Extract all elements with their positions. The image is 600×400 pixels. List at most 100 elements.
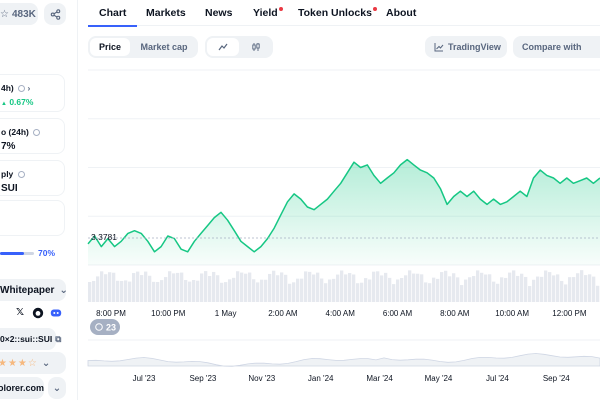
tab-chart[interactable]: Chart: [99, 7, 126, 19]
volume-bar: [244, 273, 248, 302]
volume-bar: [488, 274, 492, 302]
stat3-label: ply: [1, 169, 14, 179]
volume-bars: [88, 270, 600, 302]
watchlist-button[interactable]: ☆ 483K: [0, 3, 38, 25]
stat-card-supply: ply SUI: [0, 160, 65, 196]
volume-bar: [476, 270, 480, 302]
volume-bar: [312, 274, 316, 302]
tab-token-unlocks[interactable]: Token Unlocks: [298, 7, 377, 19]
tab-about[interactable]: About: [386, 7, 416, 19]
line-chart-option[interactable]: [207, 38, 239, 56]
volume-bar: [508, 272, 512, 302]
volume-bar: [432, 277, 436, 302]
x-tick-label: 4:00 AM: [326, 309, 356, 318]
volume-bar: [208, 275, 212, 302]
volume-bar: [116, 280, 120, 302]
volume-bar: [484, 274, 488, 302]
volume-bar: [520, 273, 524, 302]
volume-bar: [308, 271, 312, 302]
discord-icon[interactable]: [50, 307, 62, 319]
volume-bar: [456, 277, 460, 302]
tab-yield-label: Yield: [253, 7, 278, 19]
volume-bar: [552, 275, 556, 302]
info-icon[interactable]: [33, 129, 41, 137]
volume-bar: [160, 280, 164, 302]
explorer-dropdown-button[interactable]: ⌄: [48, 377, 66, 399]
volume-bar: [188, 281, 192, 302]
volume-bar: [356, 283, 360, 302]
contract-address[interactable]: 0×2::sui::SUI ⧉: [0, 328, 61, 350]
min-price-label: 3.3781: [91, 232, 117, 242]
tab-about-label: About: [386, 7, 417, 19]
whitepaper-button[interactable]: Whitepaper ⌄: [0, 279, 68, 301]
volume-bar: [564, 284, 568, 302]
volume-bar: [380, 275, 384, 302]
range-brush-area[interactable]: [87, 353, 600, 367]
tab-news[interactable]: News: [205, 7, 232, 19]
volume-bar: [240, 272, 244, 302]
volume-bar: [416, 273, 420, 302]
volume-bar: [108, 272, 112, 302]
volume-bar: [180, 272, 184, 302]
brush-tick-label: Jul '23: [133, 374, 156, 383]
candlestick-icon: [251, 43, 260, 51]
volume-bar: [384, 272, 388, 302]
share-icon: [50, 8, 60, 20]
volume-bar: [428, 283, 432, 302]
volume-bar: [320, 278, 324, 302]
volume-bar: [532, 279, 536, 302]
volume-bar: [256, 282, 260, 302]
volume-bar: [200, 273, 204, 302]
event-badge[interactable]: 23: [90, 319, 120, 335]
volume-bar: [592, 276, 596, 302]
info-icon[interactable]: [18, 85, 26, 93]
up-arrow-icon: ▲: [1, 101, 7, 107]
info-icon[interactable]: [17, 171, 25, 179]
volume-bar: [568, 277, 572, 302]
line-chart-icon: [218, 43, 228, 51]
tab-yield[interactable]: Yield: [253, 7, 283, 19]
stat2-label: o (24h): [1, 127, 29, 137]
share-button[interactable]: [44, 3, 66, 25]
volume-bar: [172, 273, 176, 302]
volume-bar: [376, 271, 380, 302]
volume-bar: [492, 281, 496, 302]
volume-bar: [104, 274, 108, 302]
volume-bar: [544, 270, 548, 302]
volume-bar: [96, 276, 100, 302]
chart-metric-toggle: Price Market cap: [88, 36, 198, 58]
x-tick-label: 10:00 AM: [495, 309, 529, 318]
tab-markets[interactable]: Markets: [146, 7, 186, 19]
tradingview-label: TradingView: [448, 42, 501, 52]
volume-bar: [344, 274, 348, 302]
volume-bar: [408, 270, 412, 302]
tab-markets-label: Markets: [146, 7, 186, 19]
volume-bar: [176, 272, 180, 302]
explorer-link[interactable]: olorer.com: [0, 377, 44, 399]
tradingview-button[interactable]: TradingView: [425, 36, 507, 58]
github-icon[interactable]: [32, 307, 44, 319]
chevron-right-icon[interactable]: ›: [27, 83, 31, 93]
copy-icon[interactable]: ⧉: [55, 333, 62, 344]
volume-bar: [500, 277, 504, 302]
compare-with-dropdown[interactable]: Compare with: [513, 36, 600, 58]
market-cap-option-label: Market cap: [140, 42, 188, 52]
rating-button[interactable]: ★★★☆ ⌄: [0, 352, 66, 374]
volume-bar: [228, 279, 232, 302]
volume-bar: [300, 278, 304, 302]
chevron-down-icon: ⌄: [52, 382, 62, 394]
volume-bar: [264, 279, 268, 302]
volume-bar: [324, 283, 328, 302]
x-twitter-icon[interactable]: 𝕏: [15, 307, 25, 318]
price-area-fill: [88, 159, 600, 265]
rating-stars: ★★★☆: [0, 357, 38, 369]
volume-bar: [396, 279, 400, 302]
market-cap-option[interactable]: Market cap: [132, 38, 196, 56]
volume-bar: [304, 271, 308, 302]
active-tab-underline: [88, 25, 137, 27]
price-option[interactable]: Price: [90, 38, 130, 56]
x-tick-label: 2:00 AM: [268, 309, 298, 318]
candlestick-option[interactable]: [240, 38, 271, 56]
volume-bar: [424, 282, 428, 302]
